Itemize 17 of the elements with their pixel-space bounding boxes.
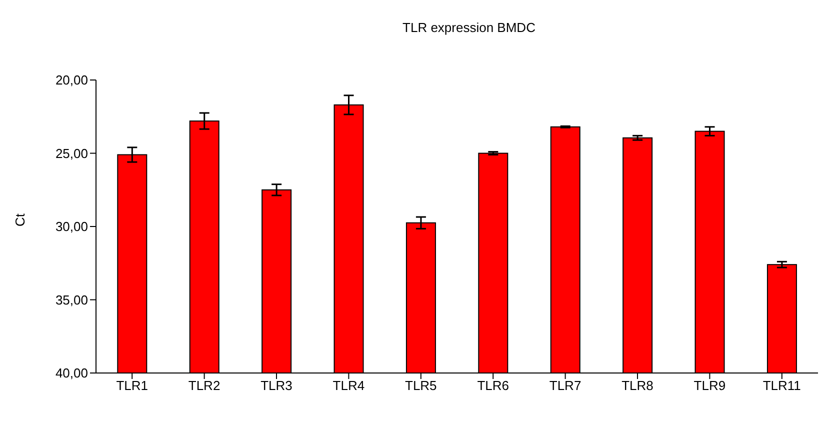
x-tick-label: TLR4 [332, 378, 365, 394]
y-tick-label: 40,00 [55, 366, 88, 381]
x-tick-label: TLR8 [622, 378, 654, 394]
y-tick-label: 30,00 [55, 219, 88, 234]
y-axis-title: Ct [12, 213, 28, 226]
x-tick-label: TLR11 [762, 378, 801, 394]
x-tick-label: TLR3 [260, 378, 292, 394]
y-tick-label: 35,00 [55, 292, 88, 308]
x-tick-label: TLR6 [477, 378, 509, 394]
x-tick-label: TLR7 [549, 378, 582, 394]
y-tick-label: 20,00 [55, 72, 88, 88]
x-tick-label: TLR9 [694, 378, 726, 394]
x-tick-label: TLR5 [405, 378, 437, 394]
chart-title: TLR expression BMDC [402, 20, 536, 35]
y-tick-label: 25,00 [55, 146, 88, 161]
x-tick-label: TLR1 [116, 378, 148, 394]
x-tick-label: TLR2 [188, 378, 220, 394]
